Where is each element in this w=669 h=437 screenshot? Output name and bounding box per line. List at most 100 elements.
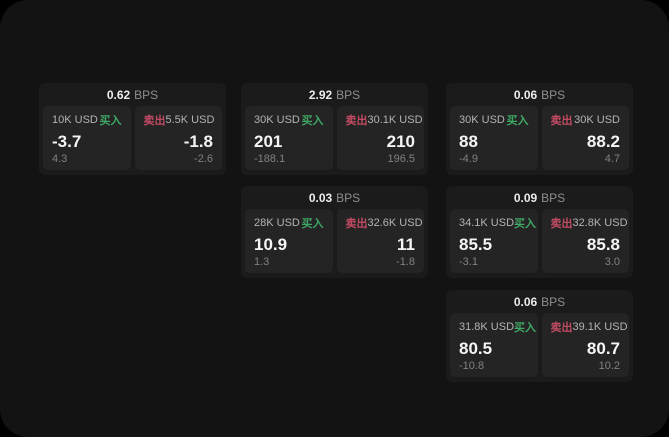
sell-side-label: 卖出 bbox=[550, 218, 573, 230]
buy-panel[interactable]: 10K USD 买入 -3.7 4.3 bbox=[43, 106, 131, 170]
sell-sub-value: 4.7 bbox=[604, 153, 620, 165]
sell-side-label: 卖出 bbox=[143, 115, 166, 127]
buy-sell-panels: 31.8K USD 买入 80.5 -10.8 卖出 39.1K USD 80.… bbox=[450, 313, 629, 377]
sell-sub-value: 10.2 bbox=[598, 360, 620, 372]
quote-card: 0.03 BPS 28K USD 买入 10.9 1.3 卖出 32.6K US… bbox=[241, 186, 428, 278]
buy-sell-panels: 30K USD 买入 88 -4.9 卖出 30K USD 88.2 4.7 bbox=[450, 106, 629, 170]
sell-price: 80.7 bbox=[586, 338, 620, 358]
buy-sub-value: 1.3 bbox=[254, 256, 270, 268]
bps-unit-label: BPS bbox=[336, 87, 361, 102]
quote-card: 0.06 BPS 30K USD 买入 88 -4.9 卖出 30K USD 8… bbox=[446, 83, 633, 175]
sell-panel-header: 卖出 5.5K USD bbox=[143, 112, 215, 128]
sell-panel[interactable]: 卖出 30.1K USD 210 196.5 bbox=[336, 106, 424, 170]
quote-card: 0.06 BPS 31.8K USD 买入 80.5 -10.8 卖出 39.1… bbox=[446, 290, 633, 382]
buy-sub-value: -10.8 bbox=[459, 360, 485, 372]
sell-panel-header: 卖出 32.8K USD bbox=[550, 215, 628, 231]
sell-price: -1.8 bbox=[183, 131, 213, 151]
bps-value: 2.92 bbox=[308, 87, 333, 102]
buy-amount: 30K USD bbox=[254, 114, 300, 126]
sell-side-label: 卖出 bbox=[550, 115, 573, 127]
buy-amount: 28K USD bbox=[254, 217, 300, 229]
buy-panel-header: 30K USD 买入 bbox=[254, 112, 324, 128]
sell-price: 210 bbox=[386, 131, 415, 151]
bps-unit-label: BPS bbox=[134, 87, 159, 102]
sell-sub-value: -1.8 bbox=[396, 256, 415, 268]
card-header: 0.03 BPS bbox=[245, 186, 424, 209]
sell-amount: 32.8K USD bbox=[572, 217, 628, 229]
buy-sell-panels: 28K USD 买入 10.9 1.3 卖出 32.6K USD 11 -1.8 bbox=[245, 209, 424, 273]
buy-panel-header: 28K USD 买入 bbox=[254, 215, 324, 231]
bps-unit-label: BPS bbox=[336, 190, 361, 205]
sell-panel[interactable]: 卖出 30K USD 88.2 4.7 bbox=[541, 106, 629, 170]
bps-unit-label: BPS bbox=[541, 190, 566, 205]
buy-panel-header: 30K USD 买入 bbox=[459, 112, 529, 128]
buy-amount: 34.1K USD bbox=[459, 217, 515, 229]
buy-price: -3.7 bbox=[52, 131, 82, 151]
sell-side-label: 卖出 bbox=[345, 218, 368, 230]
buy-price: 10.9 bbox=[254, 234, 288, 254]
sell-price: 88.2 bbox=[586, 131, 620, 151]
sell-amount: 32.6K USD bbox=[367, 217, 423, 229]
sell-amount: 5.5K USD bbox=[165, 114, 215, 126]
quote-card: 2.92 BPS 30K USD 买入 201 -188.1 卖出 30.1K … bbox=[241, 83, 428, 175]
sell-panel-header: 卖出 30.1K USD bbox=[345, 112, 423, 128]
buy-panel[interactable]: 31.8K USD 买入 80.5 -10.8 bbox=[450, 313, 538, 377]
buy-side-label: 买入 bbox=[301, 115, 324, 127]
sell-panel[interactable]: 卖出 39.1K USD 80.7 10.2 bbox=[541, 313, 629, 377]
quote-card: 0.09 BPS 34.1K USD 买入 85.5 -3.1 卖出 32.8K… bbox=[446, 186, 633, 278]
buy-sub-value: -4.9 bbox=[459, 153, 478, 165]
buy-panel-header: 10K USD 买入 bbox=[52, 112, 122, 128]
bps-value: 0.06 bbox=[513, 294, 538, 309]
buy-sell-panels: 34.1K USD 买入 85.5 -3.1 卖出 32.8K USD 85.8… bbox=[450, 209, 629, 273]
buy-side-label: 买入 bbox=[514, 322, 537, 334]
buy-side-label: 买入 bbox=[301, 218, 324, 230]
sell-sub-value: 3.0 bbox=[604, 256, 620, 268]
bps-unit-label: BPS bbox=[541, 294, 566, 309]
bps-value: 0.06 bbox=[513, 87, 538, 102]
buy-sell-panels: 10K USD 买入 -3.7 4.3 卖出 5.5K USD -1.8 -2.… bbox=[43, 106, 222, 170]
card-header: 0.06 BPS bbox=[450, 83, 629, 106]
buy-price: 201 bbox=[254, 131, 283, 151]
sell-side-label: 卖出 bbox=[550, 322, 573, 334]
buy-side-label: 买入 bbox=[506, 115, 529, 127]
sell-side-label: 卖出 bbox=[345, 115, 368, 127]
bps-unit-label: BPS bbox=[541, 87, 566, 102]
sell-amount: 30K USD bbox=[574, 114, 620, 126]
card-header: 0.06 BPS bbox=[450, 290, 629, 313]
sell-panel-header: 卖出 32.6K USD bbox=[345, 215, 423, 231]
buy-price: 88 bbox=[459, 131, 478, 151]
buy-amount: 10K USD bbox=[52, 114, 98, 126]
buy-sub-value: -188.1 bbox=[254, 153, 286, 165]
sell-sub-value: 196.5 bbox=[387, 153, 415, 165]
sell-amount: 30.1K USD bbox=[367, 114, 423, 126]
sell-panel-header: 卖出 30K USD bbox=[551, 112, 621, 128]
sell-panel[interactable]: 卖出 5.5K USD -1.8 -2.6 bbox=[134, 106, 222, 170]
bps-value: 0.62 bbox=[106, 87, 131, 102]
buy-sub-value: 4.3 bbox=[52, 153, 68, 165]
buy-panel[interactable]: 34.1K USD 买入 85.5 -3.1 bbox=[450, 209, 538, 273]
bps-value: 0.03 bbox=[308, 190, 333, 205]
buy-amount: 31.8K USD bbox=[459, 321, 515, 333]
buy-panel-header: 34.1K USD 买入 bbox=[459, 215, 536, 231]
buy-price: 85.5 bbox=[459, 234, 493, 254]
buy-side-label: 买入 bbox=[99, 115, 122, 127]
sell-price: 11 bbox=[397, 234, 415, 254]
sell-amount: 39.1K USD bbox=[572, 321, 628, 333]
buy-panel[interactable]: 28K USD 买入 10.9 1.3 bbox=[245, 209, 333, 273]
buy-panel[interactable]: 30K USD 买入 201 -188.1 bbox=[245, 106, 333, 170]
buy-price: 80.5 bbox=[459, 338, 493, 358]
sell-panel[interactable]: 卖出 32.6K USD 11 -1.8 bbox=[336, 209, 424, 273]
sell-panel-header: 卖出 39.1K USD bbox=[550, 319, 628, 335]
buy-sell-panels: 30K USD 买入 201 -188.1 卖出 30.1K USD 210 1… bbox=[245, 106, 424, 170]
card-header: 0.09 BPS bbox=[450, 186, 629, 209]
buy-panel-header: 31.8K USD 买入 bbox=[459, 319, 536, 335]
sell-panel[interactable]: 卖出 32.8K USD 85.8 3.0 bbox=[541, 209, 629, 273]
buy-side-label: 买入 bbox=[514, 218, 537, 230]
quote-card: 0.62 BPS 10K USD 买入 -3.7 4.3 卖出 5.5K USD… bbox=[39, 83, 226, 175]
buy-amount: 30K USD bbox=[459, 114, 505, 126]
card-header: 0.62 BPS bbox=[43, 83, 222, 106]
sell-price: 85.8 bbox=[586, 234, 620, 254]
card-header: 2.92 BPS bbox=[245, 83, 424, 106]
buy-panel[interactable]: 30K USD 买入 88 -4.9 bbox=[450, 106, 538, 170]
